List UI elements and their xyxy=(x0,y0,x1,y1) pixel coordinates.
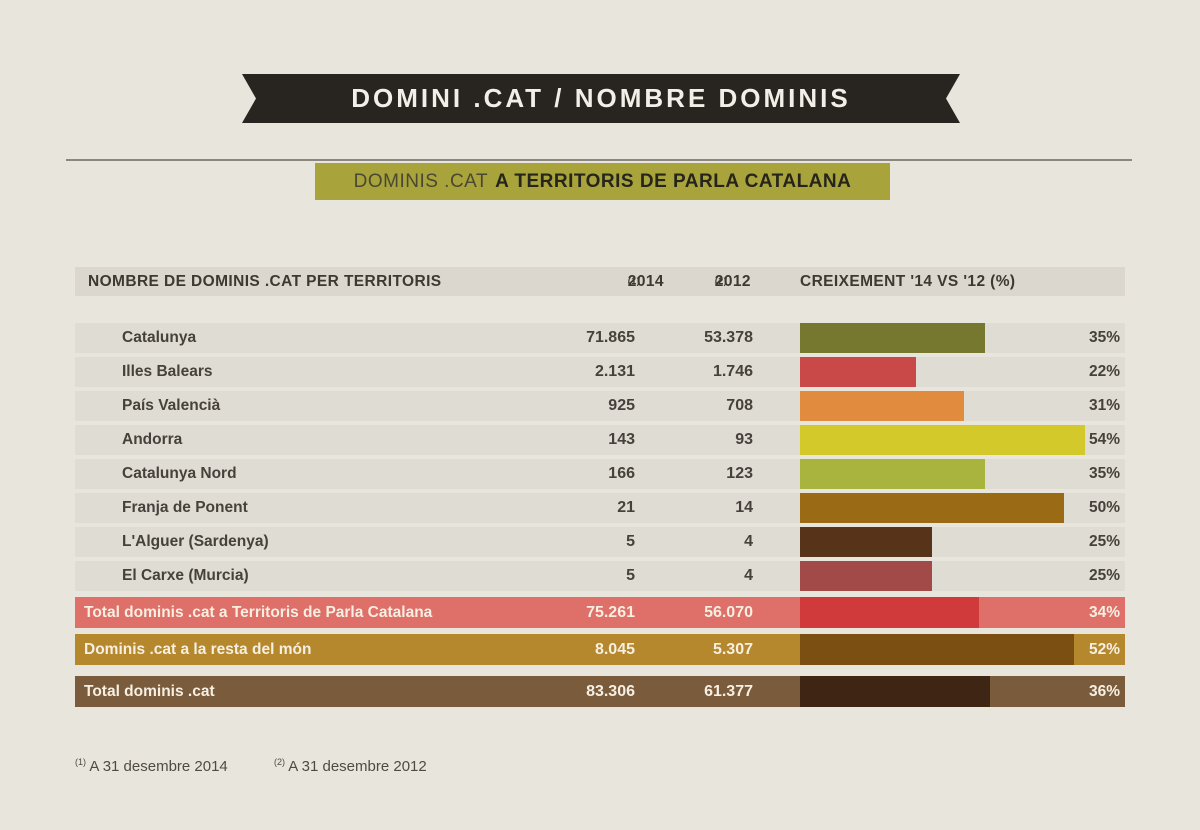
territory-name: Catalunya xyxy=(122,329,197,346)
growth-bar-track xyxy=(800,634,1085,665)
subtitle-bold: A TERRITORIS DE PARLA CATALANA xyxy=(495,170,852,192)
column-header-growth: CREIXEMENT '14 VS '12 (%) xyxy=(800,273,1016,290)
value-2014: 83.306 xyxy=(586,683,635,700)
growth-percent: 52% xyxy=(1088,641,1120,658)
growth-bar-track xyxy=(800,493,1085,523)
footnote-1: (1) A 31 desembre 2014 xyxy=(75,757,228,775)
value-2012: 14 xyxy=(735,499,753,516)
horizontal-divider xyxy=(66,159,1132,161)
value-2012: 93 xyxy=(735,431,753,448)
growth-bar xyxy=(800,597,980,628)
value-2014: 5 xyxy=(626,567,635,584)
growth-bar-track xyxy=(800,459,1085,489)
value-2014: 5 xyxy=(626,533,635,550)
growth-bar xyxy=(800,425,1085,455)
growth-percent: 25% xyxy=(1088,533,1120,550)
growth-percent: 54% xyxy=(1088,431,1120,448)
page-title: DOMINI .CAT / NOMBRE DOMINIS xyxy=(351,83,851,113)
territory-name: L'Alguer (Sardenya) xyxy=(122,533,269,550)
section-subtitle: DOMINIS .CAT A TERRITORIS DE PARLA CATAL… xyxy=(315,163,890,200)
value-2012: 1.746 xyxy=(712,363,753,380)
total-row-territoris: Total dominis .cat a Territoris de Parla… xyxy=(75,597,1125,628)
value-2012: 61.377 xyxy=(704,683,753,700)
title-ribbon: DOMINI .CAT / NOMBRE DOMINIS xyxy=(242,74,960,123)
value-2014: 8.045 xyxy=(594,641,635,658)
column-header-territory: NOMBRE DE DOMINIS .CAT PER TERRITORIS xyxy=(88,273,442,290)
growth-bar xyxy=(800,527,932,557)
table-row: Catalunya 71.865 53.378 35% xyxy=(75,323,1125,353)
value-2012: 708 xyxy=(726,397,753,414)
growth-percent: 25% xyxy=(1088,567,1120,584)
territory-name: Andorra xyxy=(122,431,183,448)
total-label: Total dominis .cat xyxy=(84,683,215,700)
table-row: Catalunya Nord 166 123 35% xyxy=(75,459,1125,489)
total-row-grand-total: Total dominis .cat 83.306 61.377 36% xyxy=(75,676,1125,707)
value-2014: 71.865 xyxy=(586,329,635,346)
table-row: País Valencià 925 708 31% xyxy=(75,391,1125,421)
value-2014: 21 xyxy=(617,499,635,516)
total-label: Total dominis .cat a Territoris de Parla… xyxy=(84,604,433,621)
growth-bar xyxy=(800,391,964,421)
value-2014: 143 xyxy=(608,431,635,448)
value-2012: 56.070 xyxy=(704,604,753,621)
value-2014: 166 xyxy=(608,465,635,482)
table-row: Franja de Ponent 21 14 50% xyxy=(75,493,1125,523)
growth-bar-track xyxy=(800,391,1085,421)
territory-name: País Valencià xyxy=(122,397,221,414)
total-row-resta-mon: Dominis .cat a la resta del món 8.045 5.… xyxy=(75,634,1125,665)
growth-percent: 31% xyxy=(1088,397,1120,414)
value-2014: 2.131 xyxy=(594,363,635,380)
growth-bar xyxy=(800,323,985,353)
value-2012: 4 xyxy=(744,567,753,584)
territory-name: Franja de Ponent xyxy=(122,499,248,516)
growth-percent: 36% xyxy=(1088,683,1120,700)
growth-bar-track xyxy=(800,323,1085,353)
footnote-2: (2) A 31 desembre 2012 xyxy=(273,757,427,775)
growth-percent: 35% xyxy=(1088,465,1120,482)
growth-bar xyxy=(800,459,985,489)
territory-name: El Carxe (Murcia) xyxy=(122,567,249,584)
value-2014: 925 xyxy=(608,397,635,414)
value-2014: 75.261 xyxy=(586,604,635,621)
growth-bar xyxy=(800,634,1075,665)
table-row: El Carxe (Murcia) 5 4 25% xyxy=(75,561,1125,591)
table-row: L'Alguer (Sardenya) 5 4 25% xyxy=(75,527,1125,557)
column-header-2014: 2014 (1) xyxy=(627,273,664,290)
growth-percent: 34% xyxy=(1088,604,1120,621)
growth-bar xyxy=(800,561,932,591)
growth-percent: 50% xyxy=(1088,499,1120,516)
territory-name: Illes Balears xyxy=(122,363,213,380)
subtitle-normal: DOMINIS .CAT xyxy=(353,170,489,192)
growth-bar-track xyxy=(800,357,1085,387)
growth-bar xyxy=(800,493,1064,523)
value-2012: 53.378 xyxy=(704,329,753,346)
growth-bar-track xyxy=(800,561,1085,591)
total-label: Dominis .cat a la resta del món xyxy=(84,641,312,658)
footnotes: (1) A 31 desembre 2014 (2) A 31 desembre… xyxy=(75,757,469,775)
table-header: NOMBRE DE DOMINIS .CAT PER TERRITORIS 20… xyxy=(75,267,1125,296)
column-header-2012: 2012 (2) xyxy=(714,273,751,290)
value-2012: 123 xyxy=(726,465,753,482)
growth-bar-track xyxy=(800,527,1085,557)
growth-bar-track xyxy=(800,676,1085,707)
value-2012: 4 xyxy=(744,533,753,550)
table-row: Illes Balears 2.131 1.746 22% xyxy=(75,357,1125,387)
growth-percent: 22% xyxy=(1088,363,1120,380)
growth-bar xyxy=(800,357,917,387)
growth-bar xyxy=(800,676,990,707)
territory-name: Catalunya Nord xyxy=(122,465,237,482)
value-2012: 5.307 xyxy=(712,641,753,658)
growth-percent: 35% xyxy=(1088,329,1120,346)
growth-bar-track xyxy=(800,425,1085,455)
growth-bar-track xyxy=(800,597,1085,628)
table-row: Andorra 143 93 54% xyxy=(75,425,1125,455)
